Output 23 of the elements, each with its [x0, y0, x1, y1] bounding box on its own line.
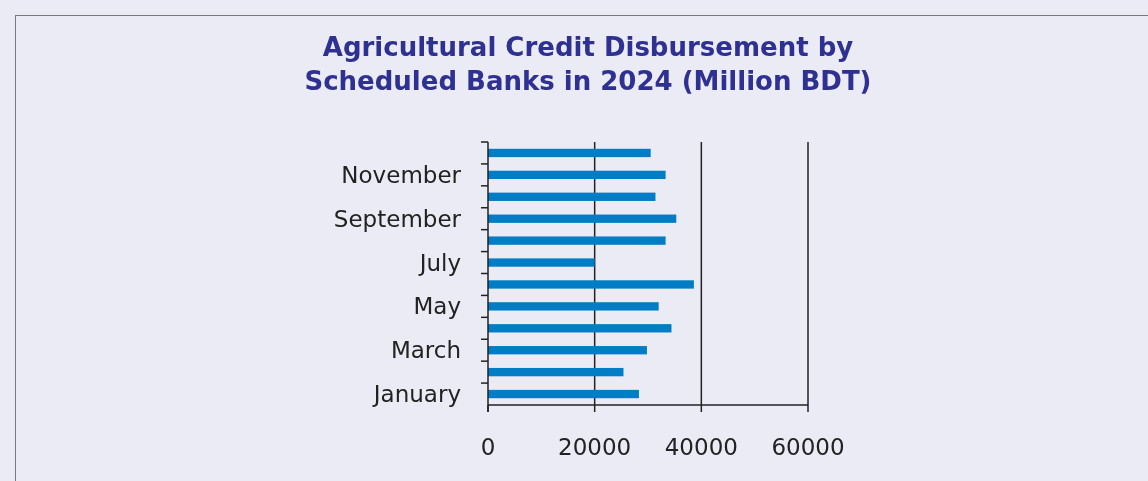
bar — [488, 192, 656, 201]
y-tick-label: January — [371, 381, 461, 408]
bar — [488, 280, 694, 289]
bar — [488, 367, 624, 377]
y-tick-label: July — [417, 249, 461, 276]
bar — [488, 170, 666, 180]
x-tick-label: 20000 — [558, 434, 632, 460]
bar — [488, 302, 659, 311]
x-tick-label: 40000 — [664, 434, 738, 460]
bar — [488, 214, 677, 223]
bar — [488, 346, 647, 355]
chart-title: Agricultural Credit Disbursement by Scheduled Banks in 2024 (Million BDT) — [304, 32, 872, 96]
y-tick-label: September — [333, 205, 462, 232]
x-tick-label: 60000 — [771, 434, 845, 460]
bar — [488, 389, 639, 399]
x-tick-label: 0 — [480, 434, 496, 460]
y-tick-label: March — [390, 337, 461, 364]
bar — [488, 324, 672, 333]
y-tick-label: November — [341, 161, 462, 188]
bar — [488, 258, 595, 267]
bar — [488, 236, 666, 245]
y-tick-label: May — [413, 293, 461, 320]
bar — [488, 148, 651, 158]
